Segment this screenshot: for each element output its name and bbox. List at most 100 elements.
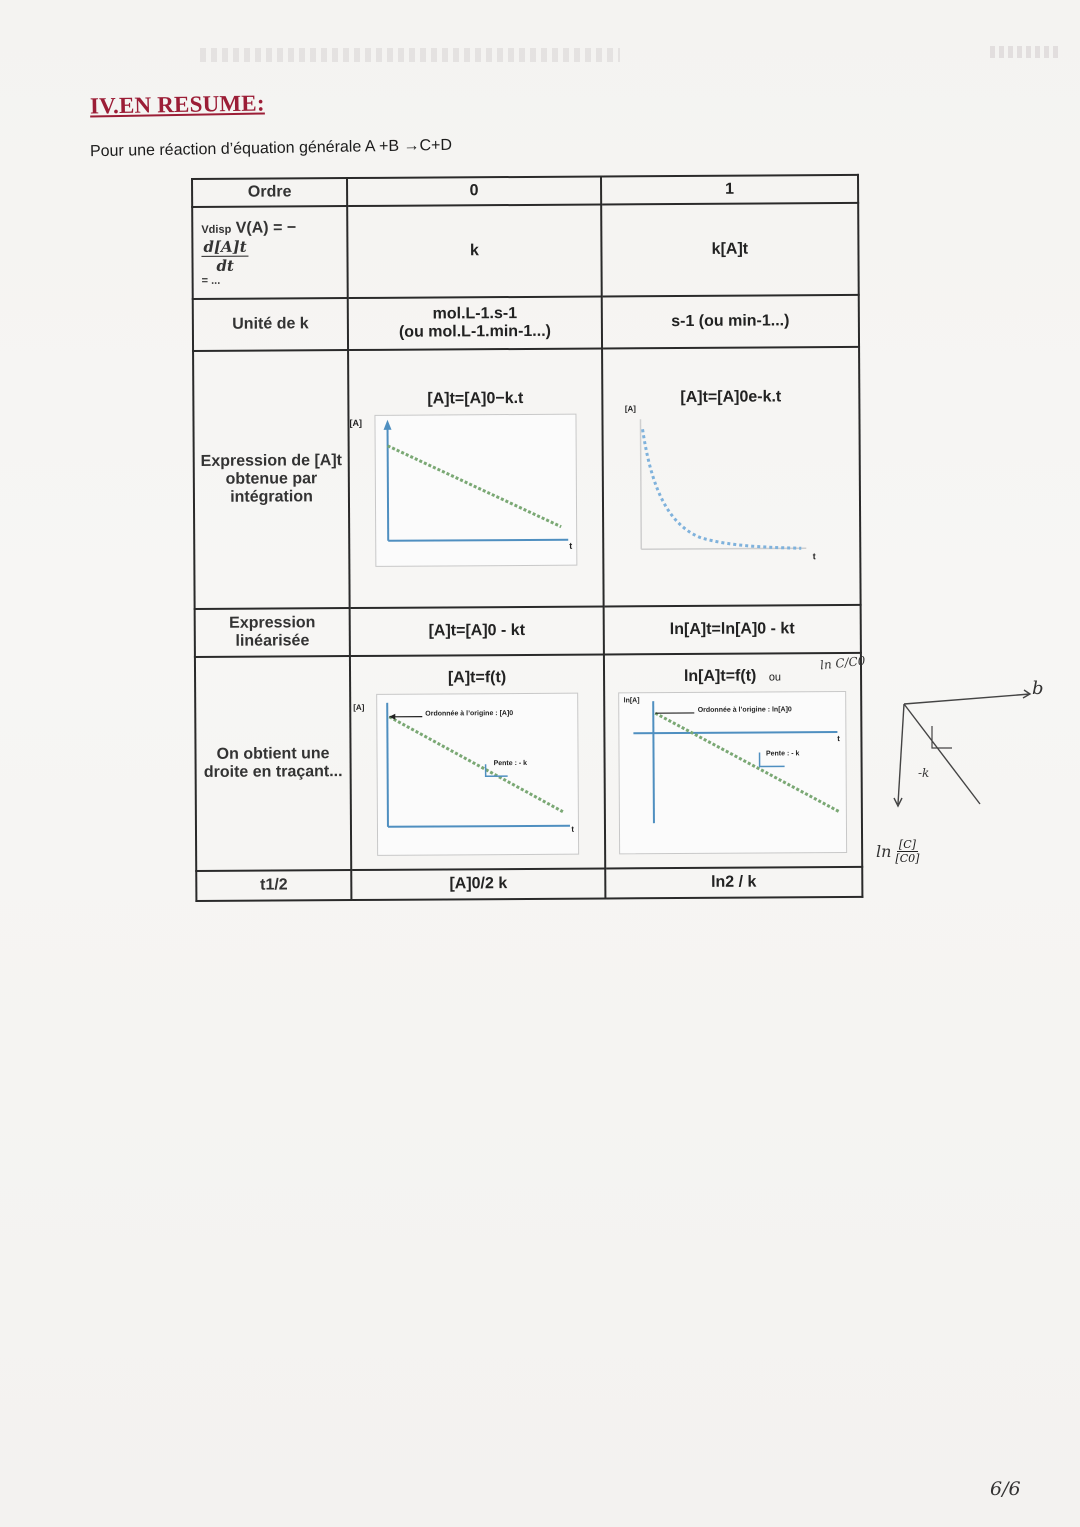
x-axis xyxy=(387,824,570,828)
slope-triangle xyxy=(759,752,786,768)
half-1: ln2 / k xyxy=(605,866,863,899)
unit-label: Unité de k xyxy=(192,298,349,351)
expr-label: Expression de [A]t obtenue par intégrati… xyxy=(193,350,350,609)
zero-order-axis-A: [A] xyxy=(349,417,363,429)
unit-1: s-1 (ou min-1...) xyxy=(601,294,860,349)
expr-1-cell: [A]t=[A]0e-k.t [A] t xyxy=(601,346,861,607)
lin-0: [A]t=[A]0 - kt xyxy=(349,606,604,657)
speed-fraction: d[A]t dt xyxy=(201,237,249,275)
kinetics-summary-table: Ordre 0 1 Vdisp V(A) = − d[A]t dt = ... … xyxy=(191,174,863,902)
first-order-plot xyxy=(640,419,807,551)
speed-label: V(A) = xyxy=(235,218,283,237)
slope-triangle xyxy=(484,764,508,777)
handwritten-sketch xyxy=(893,689,1032,808)
plot-label: On obtient une droite en traçant... xyxy=(194,656,352,871)
first-order-concentration-graph: [A] t xyxy=(625,404,833,565)
first-order-axis-t: t xyxy=(812,551,816,562)
zero-order-linear-plot xyxy=(386,702,570,828)
zero-order-axis-t: t xyxy=(569,540,573,551)
sketch-line xyxy=(903,703,981,805)
linear-line xyxy=(388,715,564,814)
sketch-horizontal xyxy=(903,693,1031,705)
unit-0-cell: mol.L-1.s-1 (ou mol.L-1.min-1...) xyxy=(347,296,602,351)
first-order-axis-A: [A] xyxy=(624,404,636,414)
speed-label-cell: Vdisp V(A) = − d[A]t dt = ... xyxy=(192,206,348,299)
plot-1: ln[A]t=f(t) xyxy=(683,667,757,685)
row-half-life: t1/2 [A]0/2 k ln2 / k xyxy=(196,866,863,901)
expr-1: [A]t=[A]0e-k.t xyxy=(680,388,782,407)
first-order-linear-axis-t: t xyxy=(837,734,840,744)
x-axis xyxy=(633,731,838,735)
speed-dots: = ... xyxy=(201,274,221,287)
speed-denominator: dt xyxy=(216,256,234,275)
first-order-linear-axis-lnA: ln[A] xyxy=(623,697,640,705)
row-plot: On obtient une droite en traçant... [A]t… xyxy=(194,652,863,871)
half-0: [A]0/2 k xyxy=(351,868,606,901)
lin-1: ln[A]t=ln[A]0 - kt xyxy=(603,604,861,655)
section-heading: IV.EN RESUME: xyxy=(89,90,265,119)
sketch-arrow-right xyxy=(1022,689,1032,699)
y-axis xyxy=(640,419,643,550)
plot-0: [A]t=f(t) xyxy=(447,669,507,687)
lin-label: Expression linéarisée xyxy=(194,608,351,657)
zero-order-linear-graph: Ordonnée à l’origine : [A]0 Pente : - k … xyxy=(353,692,580,856)
handwritten-frac: [C] [C0] xyxy=(895,838,919,865)
handwritten-den: [C0] xyxy=(895,852,920,865)
zero-order-linear-axis-A: [A] xyxy=(353,702,365,713)
handwritten-ln: ln xyxy=(876,842,892,861)
speed-1: k[A]t xyxy=(601,202,859,297)
decreasing-line xyxy=(387,444,562,529)
handwritten-num: [C] xyxy=(896,838,918,852)
handwritten-b: b xyxy=(1032,678,1044,699)
order-header: Ordre xyxy=(192,178,348,207)
intercept-1: Ordonnée à l’origine : ln[A]0 xyxy=(697,706,792,714)
row-linearised: Expression linéarisée [A]t=[A]0 - kt ln[… xyxy=(194,604,861,657)
unit-0-line1: mol.L-1.s-1 xyxy=(432,305,518,323)
first-order-linear-plot xyxy=(633,701,842,824)
exponential-decay-curve xyxy=(641,429,802,550)
half-label: t1/2 xyxy=(196,870,352,901)
zero-order-concentration-graph: [A] t xyxy=(349,413,578,567)
faded-header-text-right xyxy=(990,46,1060,58)
sketch-vertical xyxy=(897,703,905,805)
zero-order-plot xyxy=(383,419,569,542)
row-speed: Vdisp V(A) = − d[A]t dt = ... k k[A]t xyxy=(192,202,859,299)
order-1: 1 xyxy=(600,174,859,205)
intercept-arrowhead xyxy=(389,713,396,720)
linear-line xyxy=(654,711,842,814)
row-expression: Expression de [A]t obtenue par intégrati… xyxy=(193,346,861,609)
handwritten-ln-fraction: ln [C] [C0] xyxy=(876,838,919,865)
unit-0-line2: (ou mol.L-1.min-1...) xyxy=(398,322,551,341)
y-axis xyxy=(652,701,656,824)
handwritten-minus-k: -k xyxy=(918,766,930,780)
row-order: Ordre 0 1 xyxy=(192,174,859,207)
expr-0: [A]t=[A]0−k.t xyxy=(427,389,524,408)
plot-1-note: ou xyxy=(768,671,782,684)
expr-0-cell: [A]t=[A]0−k.t [A] t xyxy=(348,348,604,609)
plot-1-cell: ln[A]t=f(t) ou Ordonnée à l’origine : ln… xyxy=(603,652,863,869)
order-0: 0 xyxy=(347,176,602,207)
x-axis xyxy=(641,547,807,551)
y-axis xyxy=(386,425,390,541)
page-number: 6/6 xyxy=(990,1478,1021,1500)
zero-order-linear-axis-t: t xyxy=(571,824,575,834)
plot-1-line: ln[A]t=f(t) ou xyxy=(609,667,856,687)
first-order-linear-graph: Ordonnée à l’origine : ln[A]0 Pente : - … xyxy=(618,691,848,855)
speed-minus: − xyxy=(286,218,297,236)
speed-prefix: Vdisp xyxy=(201,223,232,236)
slope-0: Pente : - k xyxy=(493,759,528,768)
slope-1: Pente : - k xyxy=(765,750,800,758)
speed-numerator: d[A]t xyxy=(201,237,249,257)
intercept-0: Ordonnée à l’origine : [A]0 xyxy=(425,710,514,718)
sketch-arrow-down xyxy=(893,797,903,808)
y-arrow xyxy=(383,419,392,430)
y-axis xyxy=(386,702,389,827)
sketch-slope xyxy=(931,726,952,749)
intro-text: Pour une réaction d’équation générale A … xyxy=(89,136,453,161)
x-axis xyxy=(388,538,569,542)
faded-header-text xyxy=(200,48,620,62)
row-unit: Unité de k mol.L-1.s-1 (ou mol.L-1.min-1… xyxy=(192,294,860,351)
plot-0-cell: [A]t=f(t) Ordonnée à l’origine : [A]0 Pe… xyxy=(350,654,606,871)
speed-0: k xyxy=(347,204,602,299)
